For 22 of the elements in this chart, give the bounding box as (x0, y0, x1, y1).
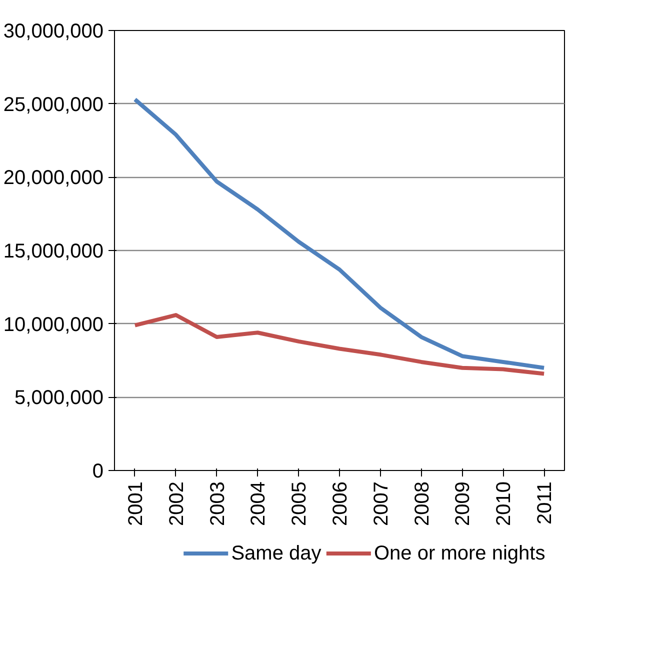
y-tick-label: 30,000,000 (3, 20, 104, 42)
y-tick-label: 10,000,000 (3, 314, 104, 336)
legend-label: Same day (231, 542, 322, 564)
x-tick-label: 2007 (370, 481, 392, 526)
x-tick-label: 2008 (411, 481, 434, 526)
legend-label: One or more nights (374, 542, 546, 564)
y-tick-label: 5,000,000 (14, 387, 104, 410)
x-tick-label: 2006 (330, 481, 352, 526)
y-tick-label: 15,000,000 (3, 240, 104, 262)
line-series (132, 97, 546, 370)
y-tick-label: 20,000,000 (3, 167, 104, 190)
x-tick-label: 2004 (248, 481, 270, 526)
x-tick-label: 2002 (166, 481, 188, 526)
x-tick-label: 2003 (206, 481, 229, 526)
line-series (132, 313, 546, 376)
y-tick-label: 25,000,000 (3, 94, 104, 116)
x-tick-label: 2010 (493, 481, 516, 526)
x-tick-label: 2001 (124, 481, 147, 526)
y-tick-label: 0 (92, 460, 104, 482)
x-tick-label: 2009 (452, 481, 474, 526)
x-tick-label: 2011 (534, 481, 556, 525)
x-tick-label: 2005 (288, 481, 311, 526)
